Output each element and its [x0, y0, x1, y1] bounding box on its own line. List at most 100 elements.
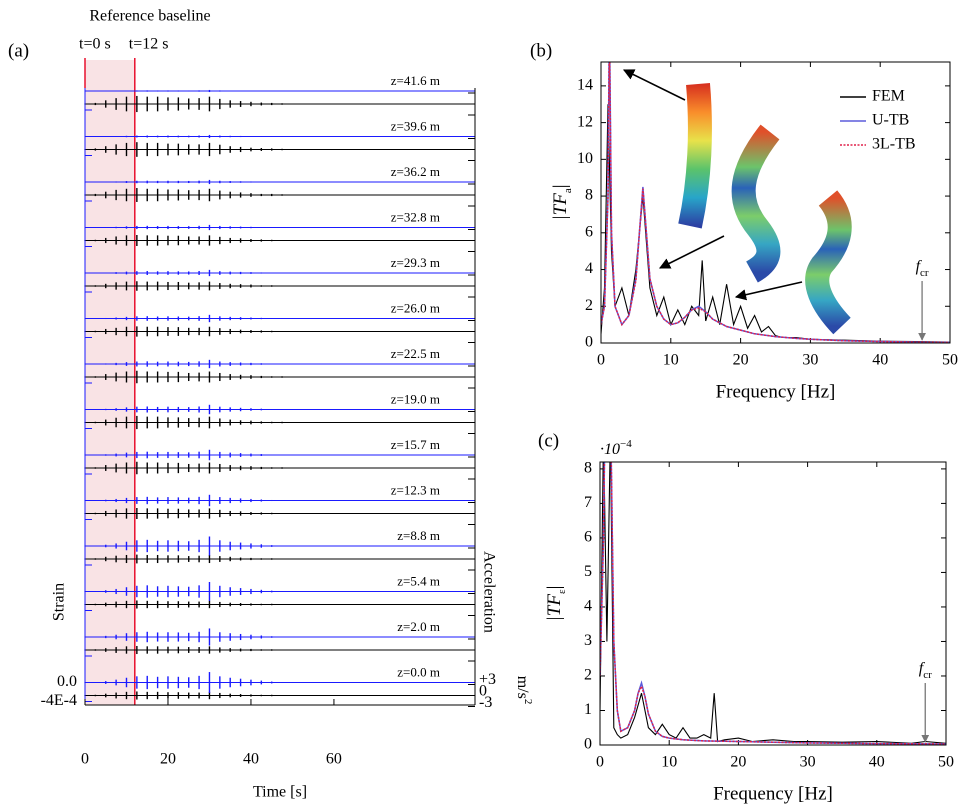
y-tick-label: 0 [584, 736, 592, 753]
y-tick-label: 6 [584, 529, 592, 546]
station-label: z=32.8 m [391, 209, 440, 224]
y-axis-label: |TFa| [550, 184, 573, 220]
legend-label: FEM [872, 88, 905, 105]
unit-label: m/s2 [514, 676, 534, 705]
x-axis-label: Time [s] [253, 784, 307, 801]
station-label: z=5.4 m [397, 573, 440, 588]
x-tick-label: 0 [596, 754, 604, 771]
y-tick-label: 5 [584, 563, 592, 580]
annotation-label-part: cr [920, 267, 929, 279]
station-label: z=22.5 m [391, 346, 440, 361]
x-tick-label: 10 [661, 754, 677, 771]
plot-lines [600, 462, 946, 745]
series-line [601, 62, 950, 343]
arrow [622, 69, 686, 101]
annotation-title: Reference baseline [89, 8, 210, 25]
axis-multiplier-part: −4 [620, 438, 632, 450]
accel-tick-label: 0 [479, 683, 487, 700]
y-axis-label-part: |TF [550, 193, 571, 221]
y-tick-label: 8 [585, 187, 593, 204]
y-tick-label: 6 [585, 223, 593, 240]
series-line [600, 462, 946, 744]
y-tick-label: 3 [584, 632, 592, 649]
x-tick-label: 10 [663, 352, 679, 369]
mode-shape-3 [805, 190, 852, 335]
y-axis-label-part: |TF [544, 594, 565, 622]
strain-tick-label: -4E-4 [41, 692, 77, 709]
mode-shape-2 [731, 124, 781, 283]
y-axis-label-part: | [544, 586, 565, 590]
legend-label: 3L-TB [872, 136, 916, 153]
panel-label: (b) [530, 40, 552, 61]
station-label: z=29.3 m [391, 255, 440, 270]
x-tick-label: 40 [869, 754, 885, 771]
axis-multiplier-part: ·10 [600, 441, 620, 458]
x-tick-label: 0 [597, 352, 605, 369]
x-tick-label: 30 [802, 352, 818, 369]
arrow [658, 235, 725, 269]
y-tick-label: 12 [577, 113, 593, 130]
station-label: z=0.0 m [397, 664, 440, 679]
accel-tick-label: -3 [479, 694, 492, 711]
unit-label-part: m/s [514, 676, 531, 699]
annotation-label-part: f [916, 258, 923, 275]
station-label: z=26.0 m [391, 300, 440, 315]
strain-tick-label: 0.0 [57, 673, 77, 690]
unit-label-part: 2 [522, 699, 534, 705]
baseline-label: t=12 s [129, 36, 169, 53]
annotation-label-part: cr [923, 669, 932, 681]
baseline-label: t=0 s [79, 36, 111, 53]
series-line [600, 462, 946, 745]
y-axis-label: |TFε| [544, 586, 567, 622]
y-tick-label: 8 [584, 460, 592, 477]
y-tick-label: 1 [584, 701, 592, 718]
x-tick-label: 50 [942, 352, 958, 369]
legend-label: U-TB [872, 112, 909, 129]
annotation-label-part: f [919, 660, 926, 677]
y-tick-label: 2 [585, 297, 593, 314]
accel-tick-label: +3 [479, 671, 496, 688]
mode-shape-1 [678, 82, 712, 229]
arrow [734, 281, 803, 301]
y-tick-label: 14 [577, 77, 593, 94]
x-axis-label: Frequency [Hz] [716, 381, 836, 402]
x-tick-label: 40 [243, 751, 259, 768]
station-label: z=39.6 m [391, 118, 440, 133]
y-tick-label: 10 [577, 150, 593, 167]
y-tick-label: 2 [584, 667, 592, 684]
station-label: z=41.6 m [391, 73, 440, 88]
baseline-window [85, 60, 135, 705]
station-label: z=8.8 m [397, 528, 440, 543]
y-axis-label-part: ε [556, 589, 568, 594]
x-tick-label: 60 [326, 751, 342, 768]
station-label: z=19.0 m [391, 391, 440, 406]
annotation-label: fcr [916, 258, 929, 279]
station-label: z=15.7 m [391, 437, 440, 452]
strain-label: Strain [51, 583, 68, 621]
y-axis-label-part: a [562, 188, 574, 193]
y-tick-label: 7 [584, 494, 592, 511]
panel-label: (a) [8, 40, 29, 61]
y-tick-label: 4 [585, 260, 593, 277]
x-tick-label: 20 [730, 754, 746, 771]
axis-multiplier: ·10−4 [600, 438, 632, 458]
plot-frame [599, 461, 947, 746]
station-label: z=2.0 m [397, 619, 440, 634]
x-tick-label: 30 [800, 754, 816, 771]
station-label: z=36.2 m [391, 164, 440, 179]
plot-lines [601, 62, 950, 343]
plot-frame [600, 61, 951, 344]
mode-shapes [622, 69, 852, 335]
y-axis-label-part: | [550, 184, 571, 188]
accel-label: Acceleration [480, 551, 497, 633]
y-tick-label: 4 [584, 598, 592, 615]
x-tick-label: 0 [81, 751, 89, 768]
x-tick-label: 40 [872, 352, 888, 369]
x-tick-label: 50 [938, 754, 954, 771]
x-tick-label: 20 [160, 751, 176, 768]
x-axis-label: Frequency [Hz] [713, 783, 833, 804]
panel-label: (c) [538, 430, 559, 451]
annotation-label: fcr [919, 660, 932, 681]
